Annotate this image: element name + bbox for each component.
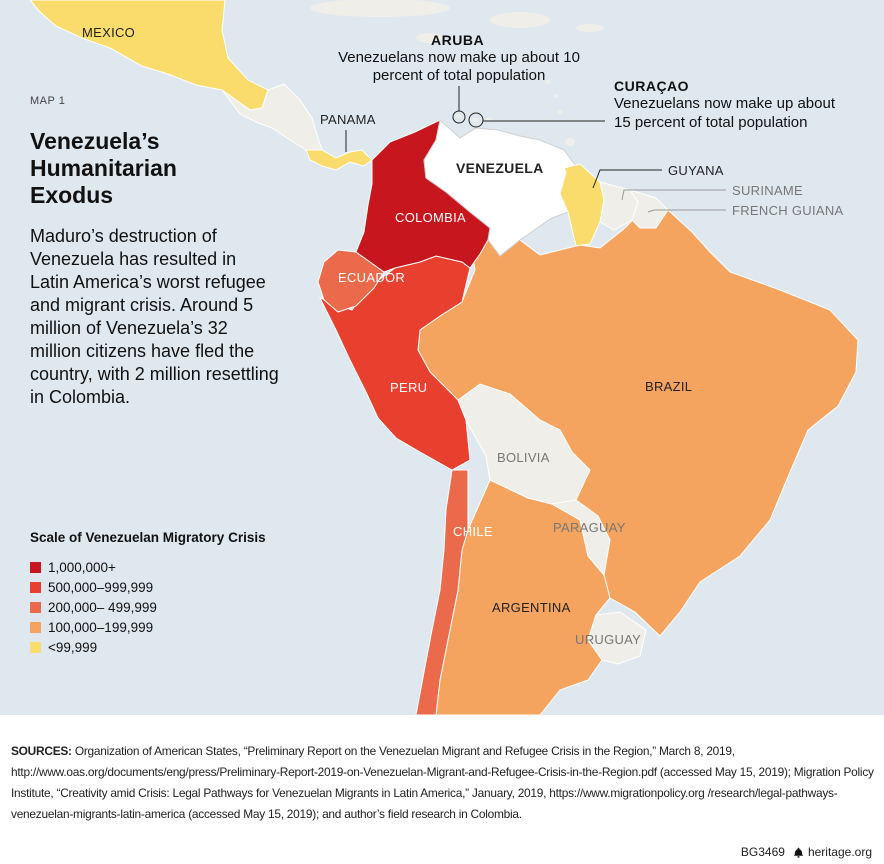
aruba-callout-title: ARUBA: [431, 32, 485, 48]
label-suriname: SURINAME: [732, 183, 804, 198]
map-title: Venezuela’s Humanitarian Exodus: [30, 128, 177, 208]
curacao-callout-line2: 15 percent of total population: [614, 114, 808, 131]
curacao-callout-circle: [468, 112, 484, 128]
report-code: BG3469: [740, 845, 785, 859]
legend-swatch: [30, 561, 41, 573]
map-svg: [29, 0, 859, 715]
legend-item: 1,000,000+: [30, 558, 116, 576]
guyana-leader-line: [592, 169, 662, 189]
country-guyana: [559, 163, 605, 247]
footer-site: heritage.org: [793, 845, 872, 859]
country-mexico: [29, 0, 269, 111]
label-brazil: BRAZIL: [645, 379, 693, 394]
legend-item: <99,999: [30, 638, 97, 656]
label-colombia: COLOMBIA: [395, 210, 467, 225]
region-central-america: [221, 83, 323, 151]
island-lesser-antilles-3: [557, 109, 563, 115]
island-curacao: [471, 118, 479, 122]
country-paraguay: [550, 499, 611, 577]
sources-label: SOURCES:: [11, 744, 72, 758]
map-tag: MAP 1: [30, 95, 66, 107]
legend-item: 500,000–999,999: [30, 578, 153, 596]
aruba-callout-line2: percent of total population: [372, 67, 546, 84]
island-lesser-antilles-1: [545, 79, 551, 85]
label-chile: CHILE: [453, 524, 493, 539]
label-panama: PANAMA: [320, 112, 376, 127]
french-guiana-leader-line: [647, 209, 726, 213]
aruba-callout-line1: Venezuelans now make up about 10: [338, 49, 580, 66]
label-venezuela: VENEZUELA: [456, 160, 544, 176]
map: MEXICO PANAMA VENEZUELA COLOMBIA ECUADOR…: [0, 0, 884, 715]
map-subtitle: Maduro’s destruction of Venezuela has re…: [30, 226, 279, 407]
legend-item: 100,000–199,999: [30, 618, 153, 636]
island-jamaica: [416, 33, 444, 43]
legend-swatch: [30, 621, 41, 633]
island-aruba: [456, 114, 462, 118]
country-french-guiana: [628, 189, 669, 229]
label-argentina: ARGENTINA: [492, 600, 571, 615]
legend-label: 100,000–199,999: [48, 619, 154, 635]
island-hispaniola: [490, 12, 550, 28]
label-bolivia: BOLIVIA: [497, 450, 550, 465]
label-guyana: GUYANA: [668, 163, 724, 178]
label-mexico: MEXICO: [82, 25, 136, 40]
island-cuba: [310, 0, 450, 17]
country-panama: [305, 149, 373, 171]
country-ecuador: [317, 249, 385, 313]
legend-title: Scale of Venezuelan Migratory Crisis: [30, 530, 266, 545]
island-bonaire: [486, 117, 492, 121]
country-chile: [415, 469, 469, 715]
curacao-callout-title: CURAÇAO: [614, 78, 690, 94]
label-peru: PERU: [390, 380, 428, 395]
legend-item: 200,000– 499,999: [30, 598, 157, 616]
country-uruguay: [587, 611, 647, 665]
label-uruguay: URUGUAY: [575, 632, 642, 647]
label-ecuador: ECUADOR: [338, 270, 406, 285]
island-puerto-rico: [576, 24, 604, 32]
legend-label: 200,000– 499,999: [48, 599, 157, 615]
site-link[interactable]: heritage.org: [807, 845, 872, 859]
legend-label: 1,000,000+: [48, 559, 116, 575]
legend-label: 500,000–999,999: [48, 579, 154, 595]
label-paraguay: PARAGUAY: [553, 520, 626, 535]
legend-label: <99,999: [48, 639, 98, 655]
island-lesser-antilles-2: [553, 93, 559, 99]
footer: BG3469 heritage.org: [741, 845, 872, 859]
legend-swatch: [30, 601, 41, 613]
sources-note: SOURCES: Organization of American States…: [11, 741, 881, 825]
legend-swatch: [30, 581, 41, 593]
label-french-guiana: FRENCH GUIANA: [732, 203, 844, 218]
suriname-leader-line: [621, 189, 726, 201]
liberty-bell-icon: [793, 846, 804, 858]
legend-swatch: [30, 641, 41, 653]
curacao-callout-line1: Venezuelans now make up about: [614, 95, 835, 112]
sources-text: Organization of American States, “Prelim…: [11, 744, 874, 821]
country-bolivia: [457, 383, 591, 505]
island-trinidad: [565, 138, 575, 146]
country-venezuela: [423, 119, 577, 257]
